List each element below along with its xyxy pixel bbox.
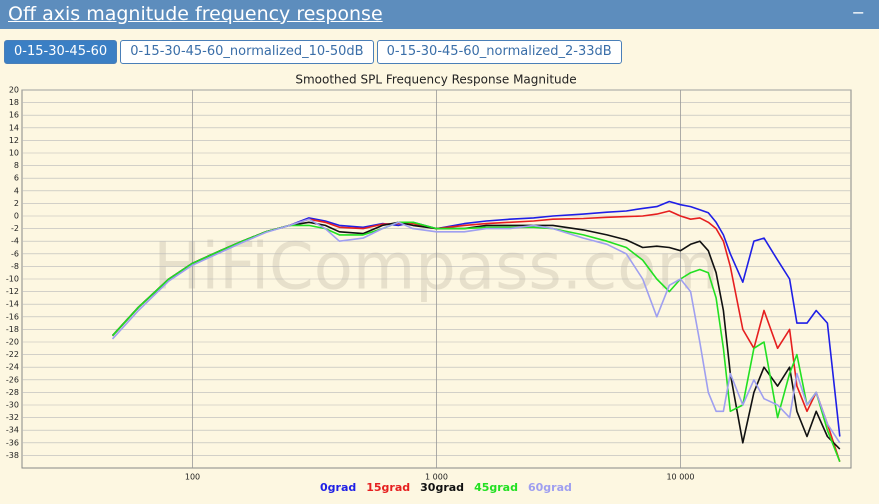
y-tick-label: -24: [6, 363, 19, 372]
y-tick-label: -36: [6, 438, 19, 447]
section-title: Off axis magnitude frequency response: [8, 3, 383, 25]
watermark: HiFiCompass.com: [153, 231, 719, 305]
y-tick-label: -8: [11, 262, 19, 271]
legend-entry: 0grad: [320, 481, 356, 494]
legend-entry: 60grad: [528, 481, 572, 494]
legend-entry: 45grad: [474, 481, 518, 494]
legend-entry: 15grad: [366, 481, 410, 494]
series-line: [111, 221, 841, 462]
x-tick-label: 100: [185, 473, 200, 482]
y-tick-label: -38: [6, 451, 19, 460]
y-tick-label: -6: [11, 249, 19, 258]
y-tick-label: 18: [9, 98, 19, 107]
y-tick-label: 4: [14, 186, 19, 195]
legend-entry: 30grad: [420, 481, 464, 494]
y-tick-label: 8: [14, 161, 19, 170]
y-tick-label: 2: [14, 199, 19, 208]
tab[interactable]: 0-15-30-45-60: [4, 40, 118, 64]
x-tick-label: 1 000: [425, 473, 448, 482]
y-tick-label: -12: [6, 287, 19, 296]
chart-title: Smoothed SPL Frequency Response Magnitud…: [295, 73, 576, 87]
tab-bar: 0-15-30-45-60 0-15-30-45-60_normalized_10…: [4, 40, 625, 64]
y-tick-label: -22: [6, 350, 19, 359]
y-tick-label: 10: [9, 149, 19, 158]
y-tick-label: -10: [6, 275, 19, 284]
y-tick-label: 12: [9, 136, 19, 145]
x-tick-label: 10 000: [666, 473, 694, 482]
y-tick-label: -18: [6, 325, 19, 334]
y-tick-label: -32: [6, 413, 19, 422]
y-tick-label: -30: [6, 401, 19, 410]
y-tick-label: -16: [6, 312, 19, 321]
tab[interactable]: 0-15-30-45-60_normalized_2-33dB: [376, 40, 622, 64]
y-tick-label: -4: [11, 237, 19, 246]
y-tick-label: 16: [9, 111, 19, 120]
collapse-button[interactable]: −: [851, 3, 865, 22]
y-tick-label: 14: [9, 123, 19, 132]
y-tick-label: -2: [11, 224, 19, 233]
chart: Smoothed SPL Frequency Response Magnitud…: [6, 73, 852, 494]
y-tick-label: -34: [6, 426, 19, 435]
y-tick-label: -26: [6, 375, 19, 384]
section-header: Off axis magnitude frequency response −: [0, 0, 879, 29]
y-tick-label: 20: [9, 86, 19, 95]
y-tick-label: -14: [6, 300, 19, 309]
y-tick-label: -28: [6, 388, 19, 397]
y-tick-label: 6: [14, 174, 19, 183]
tab[interactable]: 0-15-30-45-60_normalized_10-50dB: [120, 40, 374, 64]
y-tick-label: -20: [6, 338, 19, 347]
y-tick-label: 0: [14, 212, 19, 221]
series-line: [111, 218, 841, 444]
